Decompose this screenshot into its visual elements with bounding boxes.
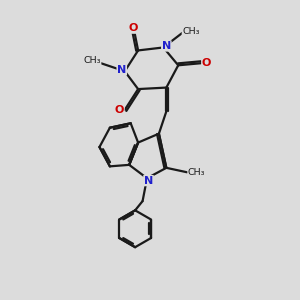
Text: CH₃: CH₃ xyxy=(83,56,101,65)
Text: N: N xyxy=(162,41,171,51)
Text: CH₃: CH₃ xyxy=(182,27,200,36)
Text: O: O xyxy=(129,23,138,33)
Text: O: O xyxy=(202,58,211,68)
Text: N: N xyxy=(117,65,126,75)
Text: CH₃: CH₃ xyxy=(188,168,206,177)
Text: O: O xyxy=(115,105,124,115)
Text: N: N xyxy=(144,176,153,186)
